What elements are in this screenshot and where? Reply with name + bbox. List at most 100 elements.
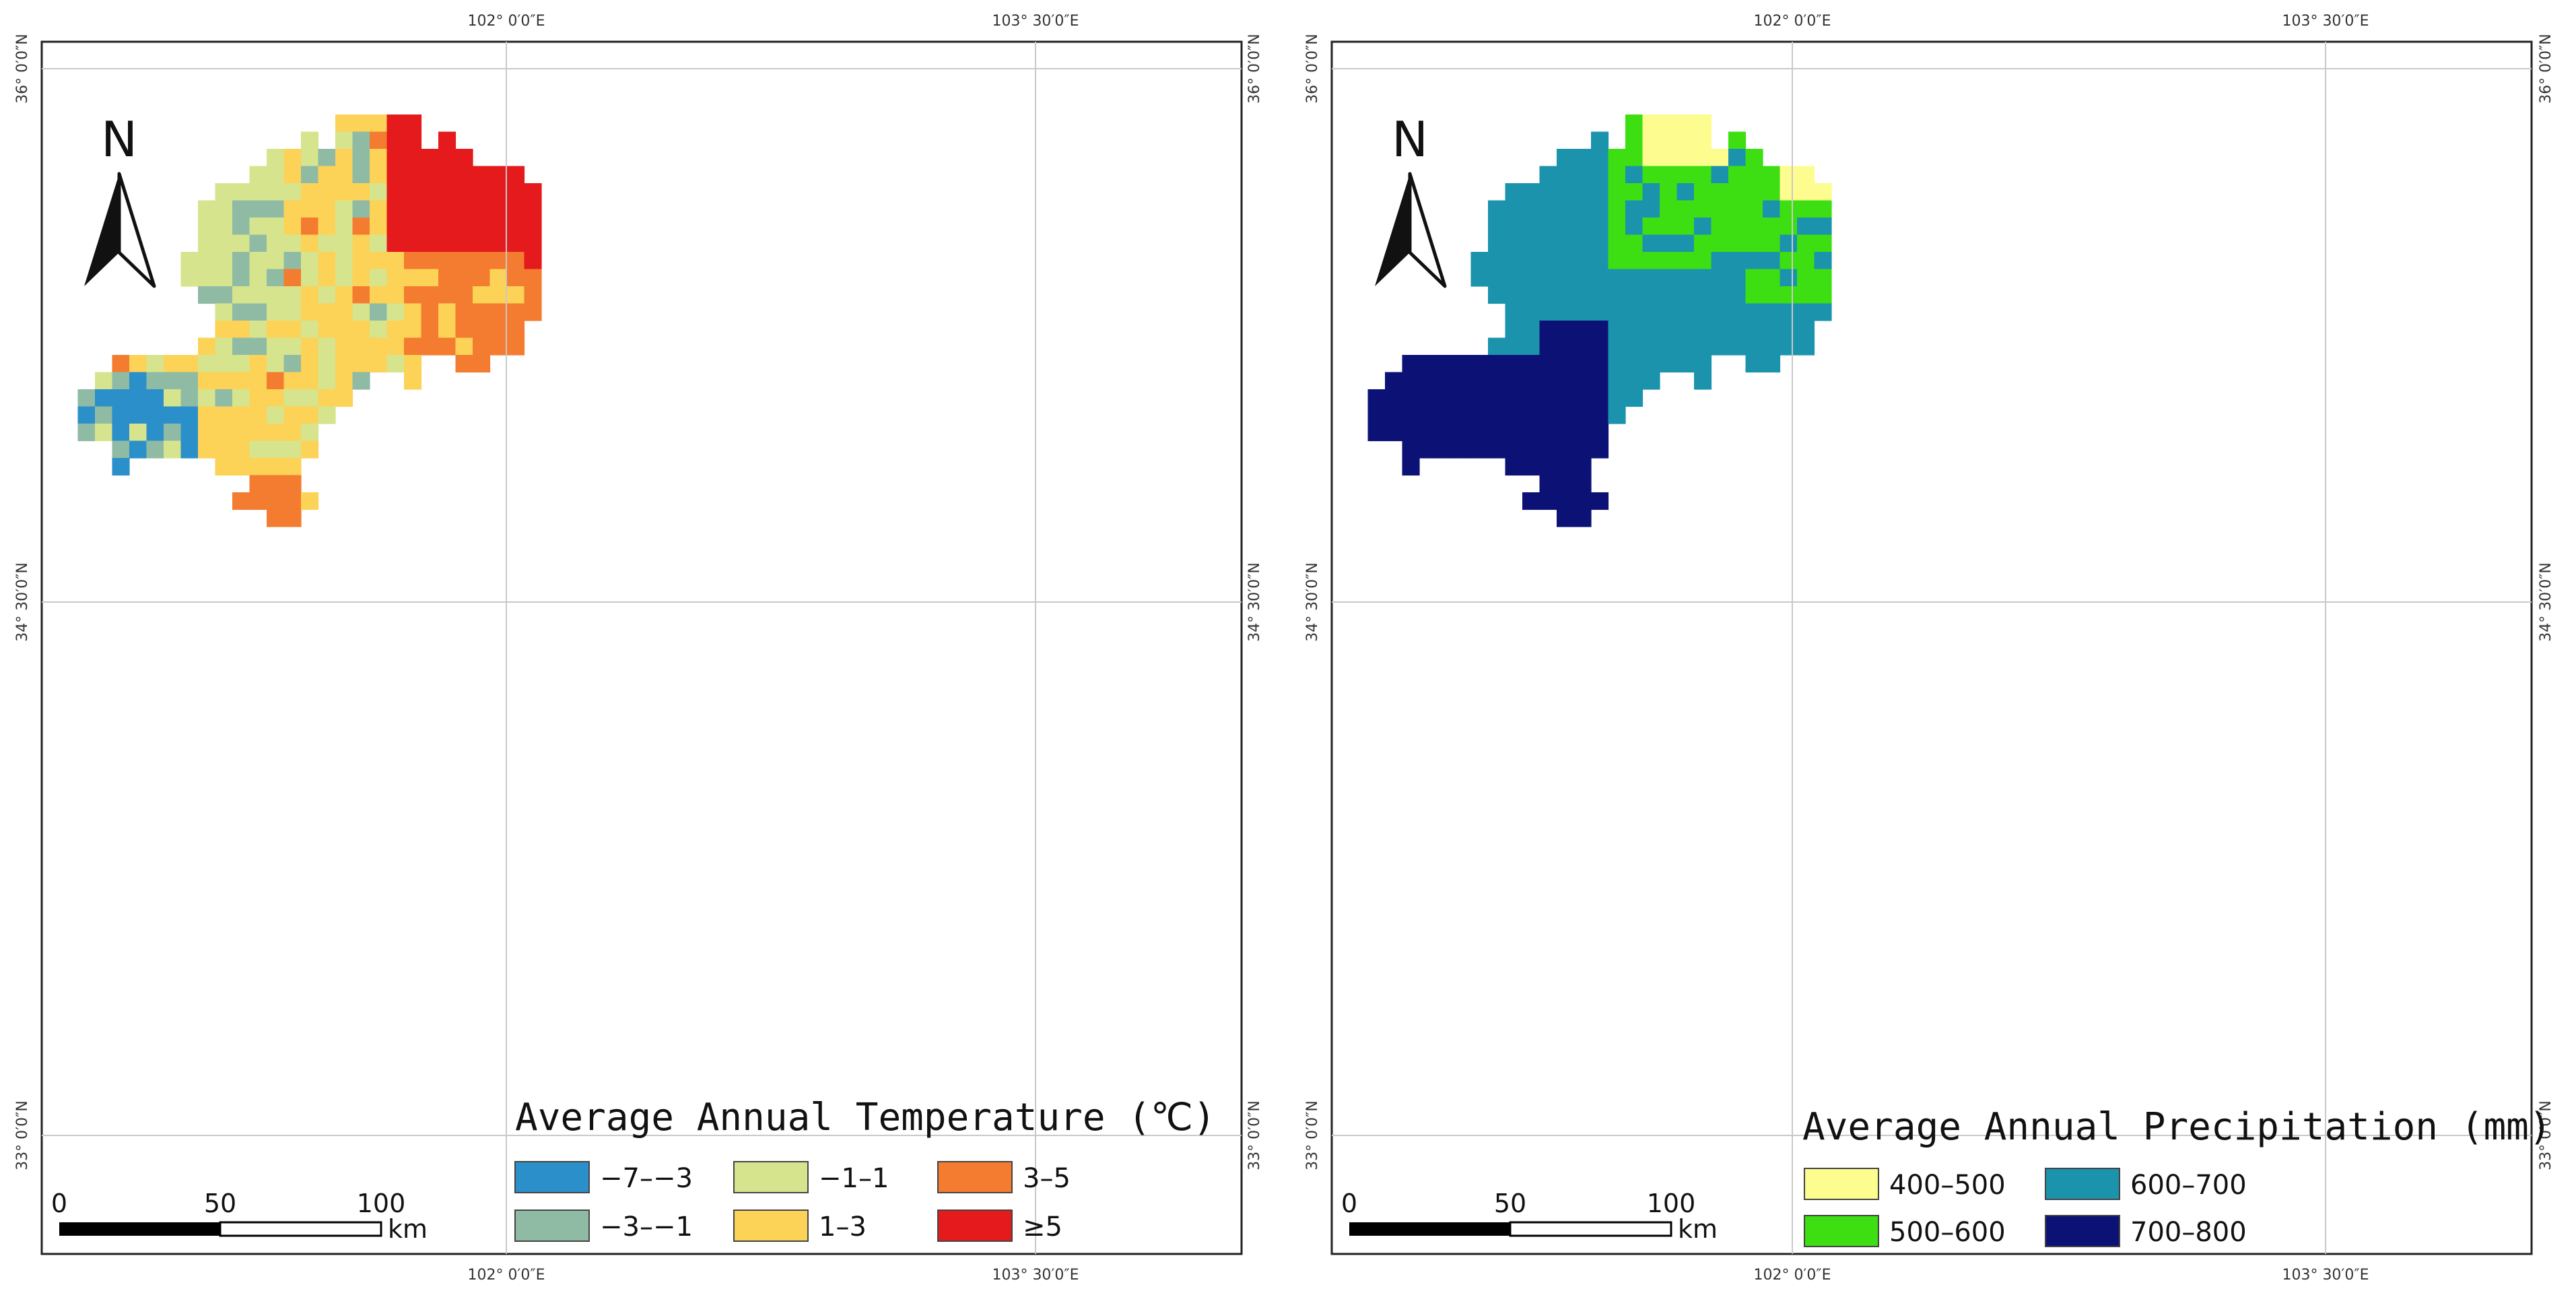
grid-cell: [1780, 321, 1798, 339]
grid-cell: [1591, 372, 1609, 390]
grid-cell: [524, 286, 542, 304]
grid-cell: [180, 355, 199, 373]
legend-swatch: [1804, 1168, 1879, 1200]
grid-cell: [1591, 355, 1609, 373]
grid-cell: [283, 372, 302, 390]
grid-cell: [1402, 440, 1420, 459]
grid-cell: [77, 406, 96, 424]
grid-cell: [1608, 183, 1626, 201]
grid-cell: [1367, 389, 1386, 407]
grid-cell: [283, 440, 302, 459]
grid-cell: [1522, 389, 1540, 407]
north-label: N: [1392, 111, 1428, 168]
graticule: 102° 0′0″E 103° 30′0″E 102° 0′0″E 103° 3…: [1304, 13, 2554, 1284]
grid-cell: [1694, 166, 1712, 184]
grid-cell: [1470, 355, 1489, 373]
grid-cell: [1676, 355, 1695, 373]
grid-cell: [1763, 286, 1781, 304]
grid-cell: [112, 440, 130, 459]
grid-cell: [370, 149, 388, 167]
lat-label-right: 34° 30′0″N: [1246, 562, 1263, 642]
grid-cell: [473, 286, 491, 304]
grid-cell: [1694, 303, 1712, 321]
grid-cell: [301, 200, 319, 218]
grid-cell: [95, 424, 113, 442]
grid-cell: [318, 166, 336, 184]
grid-cell: [1728, 166, 1747, 184]
grid-cell: [386, 183, 405, 201]
grid-cell: [421, 321, 439, 339]
grid-cell: [1608, 200, 1626, 218]
grid-cell: [283, 337, 302, 356]
grid-cell: [335, 337, 353, 356]
scale-unit: km: [388, 1214, 428, 1244]
grid-cell: [386, 337, 405, 356]
grid-cell: [1814, 234, 1832, 253]
grid-cell: [1694, 355, 1712, 373]
grid-cell: [249, 183, 267, 201]
grid-cell: [1625, 218, 1643, 236]
grid-cell: [1505, 303, 1523, 321]
grid-cell: [335, 303, 353, 321]
grid-cell: [404, 337, 422, 356]
grid-cell: [1522, 269, 1540, 287]
grid-cell: [146, 372, 164, 390]
grid-cell: [1745, 200, 1763, 218]
lat-label-left: 36° 0′0″N: [1304, 34, 1321, 104]
grid-cell: [1591, 166, 1609, 184]
grid-cell: [1591, 321, 1609, 339]
legend-swatch: [514, 1161, 590, 1193]
grid-cell: [524, 234, 542, 253]
grid-cell: [215, 286, 233, 304]
grid-cell: [1763, 252, 1781, 270]
grid-cell: [1660, 149, 1678, 167]
grid-cell: [1608, 166, 1626, 184]
grid-cell: [283, 286, 302, 304]
grid-cell: [129, 424, 147, 442]
grid-cell: [1814, 303, 1832, 321]
grid-cell: [404, 303, 422, 321]
grid-cell: [1522, 424, 1540, 442]
grid-cell: [404, 286, 422, 304]
grid-cell: [1814, 183, 1832, 201]
grid-cell: [1660, 131, 1678, 150]
grid-cell: [232, 406, 250, 424]
grid-cell: [1557, 389, 1575, 407]
grid-cell: [1694, 218, 1712, 236]
grid-cell: [1470, 424, 1489, 442]
grid-cell: [1780, 337, 1798, 356]
grid-cell: [1436, 389, 1454, 407]
grid-cell: [1694, 149, 1712, 167]
grid-cell: [1573, 218, 1592, 236]
grid-cell: [318, 218, 336, 236]
grid-cell: [1728, 337, 1747, 356]
grid-cell: [1454, 440, 1472, 459]
grid-cell: [1557, 252, 1575, 270]
grid-cell: [1591, 424, 1609, 442]
grid-cell: [1728, 303, 1747, 321]
grid-cell: [1745, 183, 1763, 201]
grid-cell: [267, 458, 285, 476]
grid-cell: [283, 321, 302, 339]
grid-cell: [283, 269, 302, 287]
grid-cell: [232, 355, 250, 373]
grid-cell: [301, 131, 319, 150]
legend-swatch: [2045, 1168, 2120, 1200]
lon-label-top: 103° 30′0″E: [2282, 13, 2369, 30]
grid-cell: [129, 372, 147, 390]
grid-cell: [386, 166, 405, 184]
grid-cell: [249, 252, 267, 270]
grid-cell: [1573, 424, 1592, 442]
grid-cell: [1522, 183, 1540, 201]
grid-cell: [1573, 166, 1592, 184]
grid-cell: [1522, 355, 1540, 373]
grid-cell: [1780, 200, 1798, 218]
lat-label-right: 36° 0′0″N: [2538, 34, 2554, 104]
legend-label: 700–800: [2130, 1217, 2247, 1248]
grid-cell: [1625, 131, 1643, 150]
grid-cell: [335, 218, 353, 236]
grid-cell: [1591, 252, 1609, 270]
grid-cell: [352, 114, 370, 133]
grid-cell: [267, 337, 285, 356]
grid-cell: [335, 321, 353, 339]
